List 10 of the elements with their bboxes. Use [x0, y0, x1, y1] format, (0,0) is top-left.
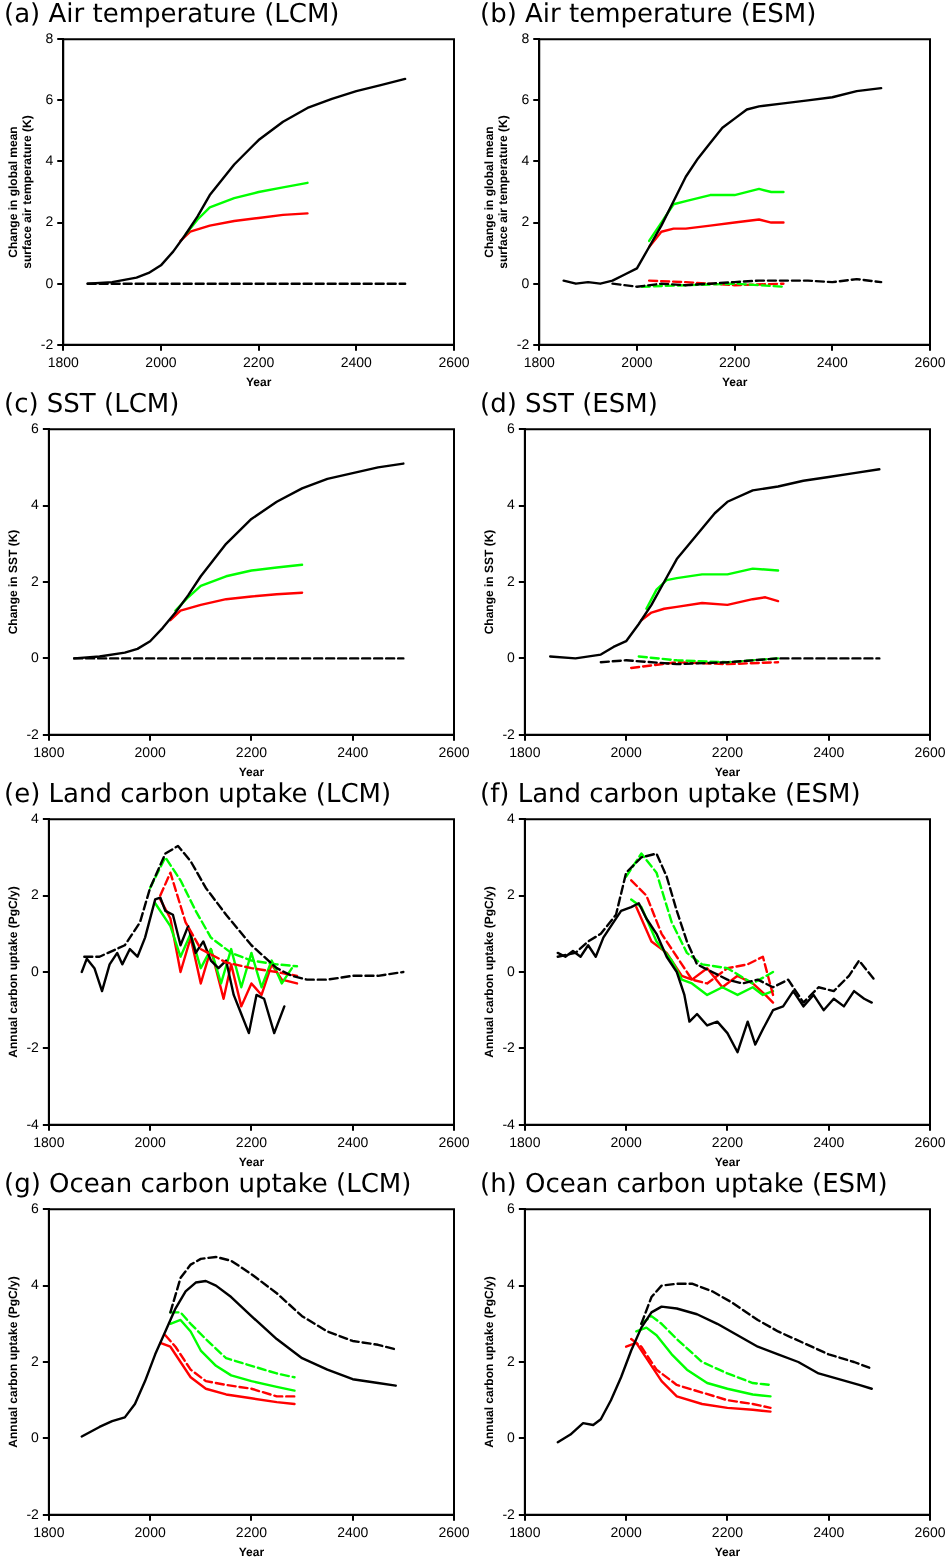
chart-title: (a) Air temperature (LCM): [4, 0, 340, 31]
chart-title: (g) Ocean carbon uptake (LCM): [4, 1170, 412, 1201]
chart-title: (d) SST (ESM): [480, 390, 658, 421]
chart-title: (f) Land carbon uptake (ESM): [480, 780, 861, 811]
chart-title: (b) Air temperature (ESM): [480, 0, 817, 31]
chart-title: (e) Land carbon uptake (LCM): [4, 780, 392, 811]
chart-title: (h) Ocean carbon uptake (ESM): [480, 1170, 888, 1201]
line-series: [640, 1314, 772, 1387]
chart-title: (c) SST (LCM): [4, 390, 180, 421]
line-series: [630, 879, 775, 997]
